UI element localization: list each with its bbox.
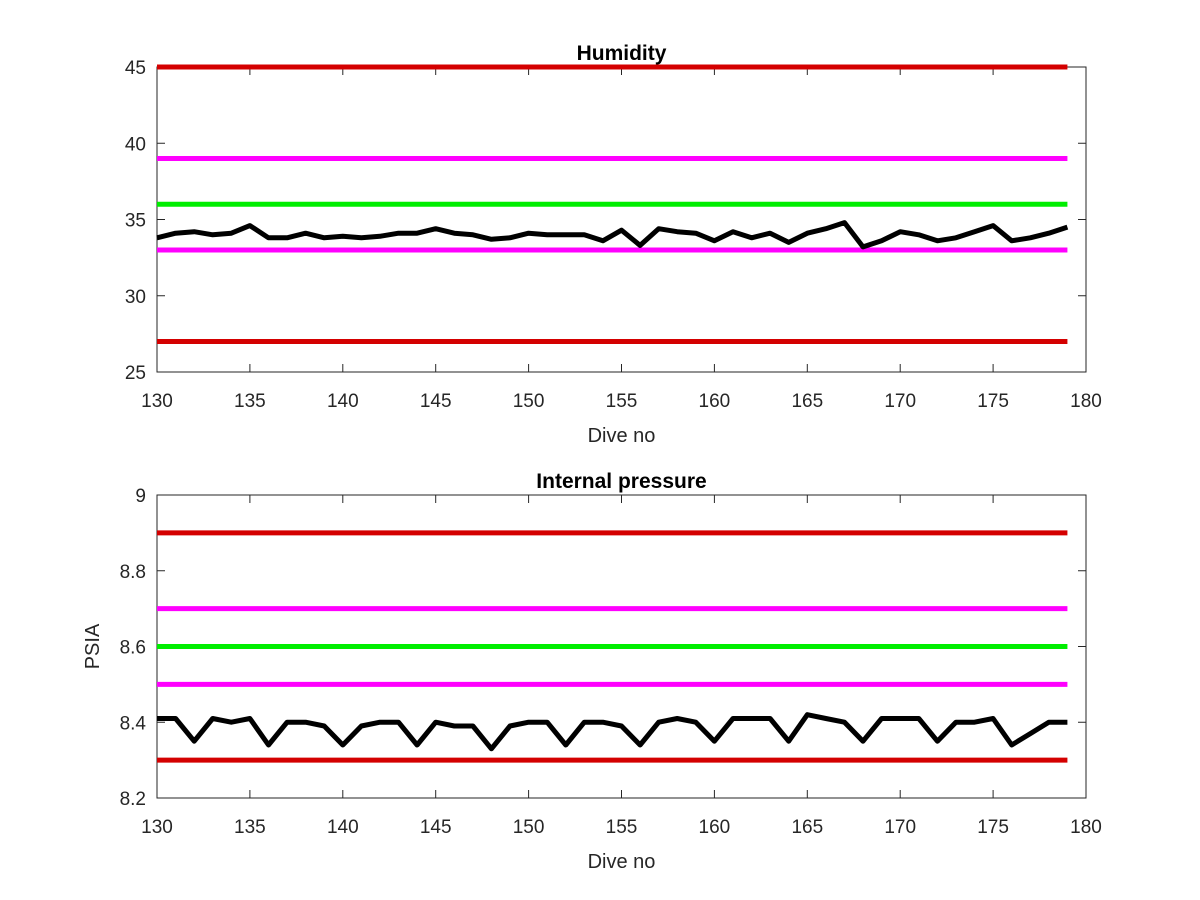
x-tick-label: 135: [234, 391, 266, 412]
y-tick-label: 8.4: [120, 713, 147, 734]
x-tick-label: 155: [606, 391, 638, 412]
y-tick-label: 8.8: [120, 562, 146, 583]
x-tick-label: 140: [327, 817, 359, 838]
chart-title: Humidity: [577, 42, 667, 65]
x-tick-label: 135: [234, 817, 266, 838]
y-tick-label: 9: [135, 486, 146, 507]
chart-title: Internal pressure: [536, 470, 706, 493]
internal-pressure-chart: 130 135 140 145 150 155 160 165 170 175 180 8.2 8.4 8…: [82, 470, 1102, 873]
y-tick-label: 25: [125, 363, 146, 384]
x-tick-label: 165: [791, 391, 823, 412]
y-tick-label: 45: [125, 58, 146, 79]
x-axis-label: Dive no: [588, 851, 656, 873]
axes-box: [156, 66, 1087, 373]
x-tick-label: 145: [420, 817, 452, 838]
y-tick-label: 8.6: [120, 638, 146, 659]
y-tick-label: 8.2: [120, 789, 146, 810]
x-tick-label: 165: [791, 817, 823, 838]
humidity-chart: 130 135 140 145 150 155 160 165 170 175 180 25 30 35 4…: [125, 42, 1102, 447]
x-tick-label: 155: [606, 817, 638, 838]
x-tick-label: 180: [1070, 391, 1102, 412]
x-tick-label: 160: [699, 817, 731, 838]
x-tick-label: 140: [327, 391, 359, 412]
data-series-line: [157, 712, 1068, 752]
x-tick-label: 150: [513, 391, 545, 412]
x-tick-label: 130: [141, 817, 173, 838]
y-axis-label: PSIA: [82, 623, 104, 669]
y-tick-label: 30: [125, 287, 146, 308]
y-tick-label: 35: [125, 211, 146, 232]
x-tick-label: 145: [420, 391, 452, 412]
x-tick-label: 150: [513, 817, 545, 838]
x-tick-label: 175: [977, 391, 1009, 412]
x-tick-label: 180: [1070, 817, 1102, 838]
x-tick-label: 170: [884, 391, 916, 412]
x-tick-label: 175: [977, 817, 1009, 838]
x-axis-label: Dive no: [588, 425, 656, 447]
x-tick-label: 130: [141, 391, 173, 412]
x-tick-label: 170: [884, 817, 916, 838]
y-tick-label: 40: [125, 134, 146, 155]
data-series-line: [156, 220, 1069, 250]
x-tick-label: 160: [699, 391, 731, 412]
